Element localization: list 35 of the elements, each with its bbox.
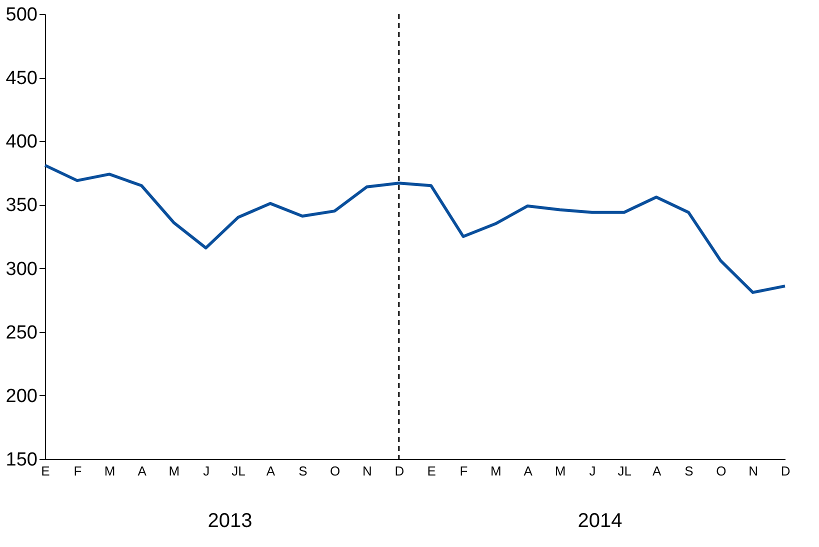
y-tick-label: 350 — [6, 195, 38, 216]
x-tick-label: S — [298, 464, 308, 478]
x-tick-label: J — [589, 464, 596, 478]
y-tick-label: 150 — [6, 450, 38, 470]
x-tick-label: A — [266, 464, 276, 478]
x-tick-label: M — [554, 464, 566, 478]
x-tick-label: N — [362, 464, 372, 478]
x-tick-label: E — [427, 464, 436, 478]
x-tick-label: D — [780, 464, 790, 478]
text: 2014 — [578, 510, 622, 532]
x-tick-label: A — [652, 464, 662, 478]
y-tick-label: 500 — [6, 4, 38, 26]
x-tick-label: O — [330, 464, 340, 478]
x-tick-label: J — [203, 464, 210, 478]
x-tick-label: E — [41, 464, 50, 478]
y-tick-label: 400 — [6, 132, 38, 153]
x-tick-label: M — [168, 464, 180, 478]
x-tick-label: A — [524, 464, 533, 478]
y-tick-label: 200 — [6, 386, 38, 407]
x-tick-label: F — [74, 464, 82, 478]
y-tick-label: 300 — [6, 258, 38, 280]
line-series — [44, 164, 786, 294]
y-tick-label: 450 — [6, 68, 38, 90]
x-tick-label: D — [394, 464, 404, 478]
y-tick-label: 250 — [6, 322, 38, 344]
x-tick-label: M — [490, 464, 502, 478]
x-tick-label: F — [460, 464, 468, 478]
x-tick-label: M — [104, 464, 116, 478]
x-tick-label: A — [138, 464, 147, 478]
text: 2013 — [208, 510, 252, 532]
x-tick-label: S — [684, 464, 694, 478]
x-tick-label: O — [716, 464, 726, 478]
x-tick-label: N — [748, 464, 758, 478]
x-tick-label: JL — [232, 464, 246, 478]
x-tick-label: JL — [618, 464, 632, 478]
